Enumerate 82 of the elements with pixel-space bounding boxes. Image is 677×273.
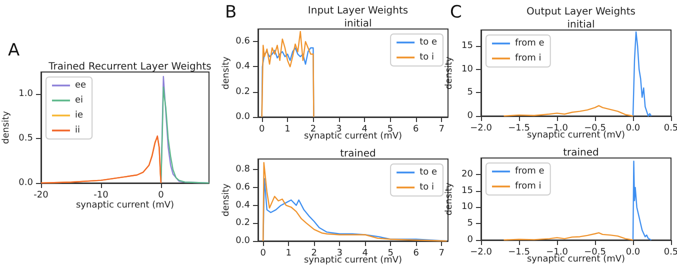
y-tick-label: 0.2 xyxy=(236,86,250,97)
x-tick-label: 0.5 xyxy=(664,124,677,134)
y-axis-title: density xyxy=(444,56,454,90)
chart-title: trained xyxy=(563,148,599,158)
y-tick-label: 0.6 xyxy=(236,36,250,47)
x-tick-label: 0 xyxy=(260,248,266,258)
x-tick-label: −2.0 xyxy=(470,248,492,258)
y-tick-label: 0.4 xyxy=(236,200,250,210)
x-tick-label: 7 xyxy=(438,124,444,134)
text: C xyxy=(450,2,462,22)
y-tick-label: 15 xyxy=(462,40,473,51)
y-tick-label: 0.4 xyxy=(236,62,250,72)
y-tick-label: 0.2 xyxy=(236,218,250,228)
x-tick-label: 0.5 xyxy=(664,248,677,258)
y-tick-label: 0 xyxy=(467,235,474,245)
x-tick-label: 6 xyxy=(413,248,420,258)
y-tick-label: 0.0 xyxy=(236,112,250,122)
chart-title: Trained Recurrent Layer Weights xyxy=(48,62,212,72)
y-tick-label: 10 xyxy=(462,202,474,212)
x-tick-label: 6 xyxy=(413,124,420,134)
x-tick-label: 1 xyxy=(284,124,290,134)
chart-title: trained xyxy=(340,148,376,160)
y-tick-label: 0.6 xyxy=(236,182,250,193)
x-tick-label: -20 xyxy=(34,190,49,200)
y-tick-label: 0.5 xyxy=(18,134,33,144)
y-tick-label: 20 xyxy=(462,169,474,180)
x-tick-label: 4 xyxy=(362,248,368,258)
line-series xyxy=(503,105,634,117)
x-tick-label: 0.0 xyxy=(626,248,640,258)
legend-label: to i xyxy=(420,52,434,62)
legend-label: to e xyxy=(420,168,438,178)
x-tick-label: 0 xyxy=(258,124,265,134)
x-tick-label: 1 xyxy=(286,248,292,258)
y-tick-label: 0.0 xyxy=(18,178,34,188)
y-axis-title: density xyxy=(444,182,454,216)
x-axis-title: synaptic current (mV) xyxy=(526,130,626,140)
x-axis-title: synaptic current (mV) xyxy=(76,200,174,210)
chart-subtitle: initial xyxy=(344,18,372,30)
text: B xyxy=(225,2,237,22)
chart-title: Output Layer Weights xyxy=(526,6,636,18)
line-series xyxy=(503,232,634,241)
y-tick-label: 1.0 xyxy=(18,89,34,100)
y-tick-label: 0.0 xyxy=(236,236,250,246)
y-axis-title: density xyxy=(222,182,232,216)
legend-label: from i xyxy=(515,54,542,64)
line-series xyxy=(632,31,652,117)
y-axis-title: density xyxy=(2,110,12,144)
text: A xyxy=(8,40,20,60)
legend-label: to e xyxy=(420,38,438,48)
x-tick-label: −1.5 xyxy=(508,248,530,258)
y-tick-label: 5 xyxy=(467,218,473,229)
y-tick-label: 0 xyxy=(467,111,474,121)
legend-label: to i xyxy=(420,182,434,192)
legend-label: from e xyxy=(515,38,545,48)
legend-label: ie xyxy=(75,110,84,120)
y-tick-label: 10 xyxy=(462,64,474,74)
chart-subtitle: initial xyxy=(567,20,595,30)
legend-label: ei xyxy=(75,96,84,106)
x-tick-label: 0.0 xyxy=(626,124,640,134)
x-tick-label: 4 xyxy=(362,124,368,134)
y-axis-title: density xyxy=(222,56,232,90)
x-tick-label: -10 xyxy=(94,190,109,200)
x-tick-label: 2 xyxy=(310,124,316,134)
legend-label: ee xyxy=(75,80,87,90)
line-series xyxy=(632,160,652,241)
legend-label: ii xyxy=(75,126,80,136)
x-tick-label: 7 xyxy=(438,248,444,258)
y-tick-label: 0.8 xyxy=(236,164,250,175)
y-tick-label: 5 xyxy=(467,88,473,98)
x-axis-title: synaptic current (mV) xyxy=(304,132,402,142)
chart-title: Input Layer Weights xyxy=(308,6,408,16)
x-tick-label: −1.5 xyxy=(508,124,530,134)
legend-label: from e xyxy=(515,166,545,176)
line-series xyxy=(261,30,314,118)
x-axis-title: synaptic current (mV) xyxy=(304,256,402,266)
x-axis-title: synaptic current (mV) xyxy=(526,254,626,264)
x-tick-label: 0 xyxy=(158,190,164,200)
x-tick-label: 2 xyxy=(311,248,317,258)
y-tick-label: 15 xyxy=(462,186,473,196)
x-tick-label: 3 xyxy=(336,248,342,258)
legend-label: from i xyxy=(515,182,542,192)
x-tick-label: −2.0 xyxy=(470,124,492,134)
